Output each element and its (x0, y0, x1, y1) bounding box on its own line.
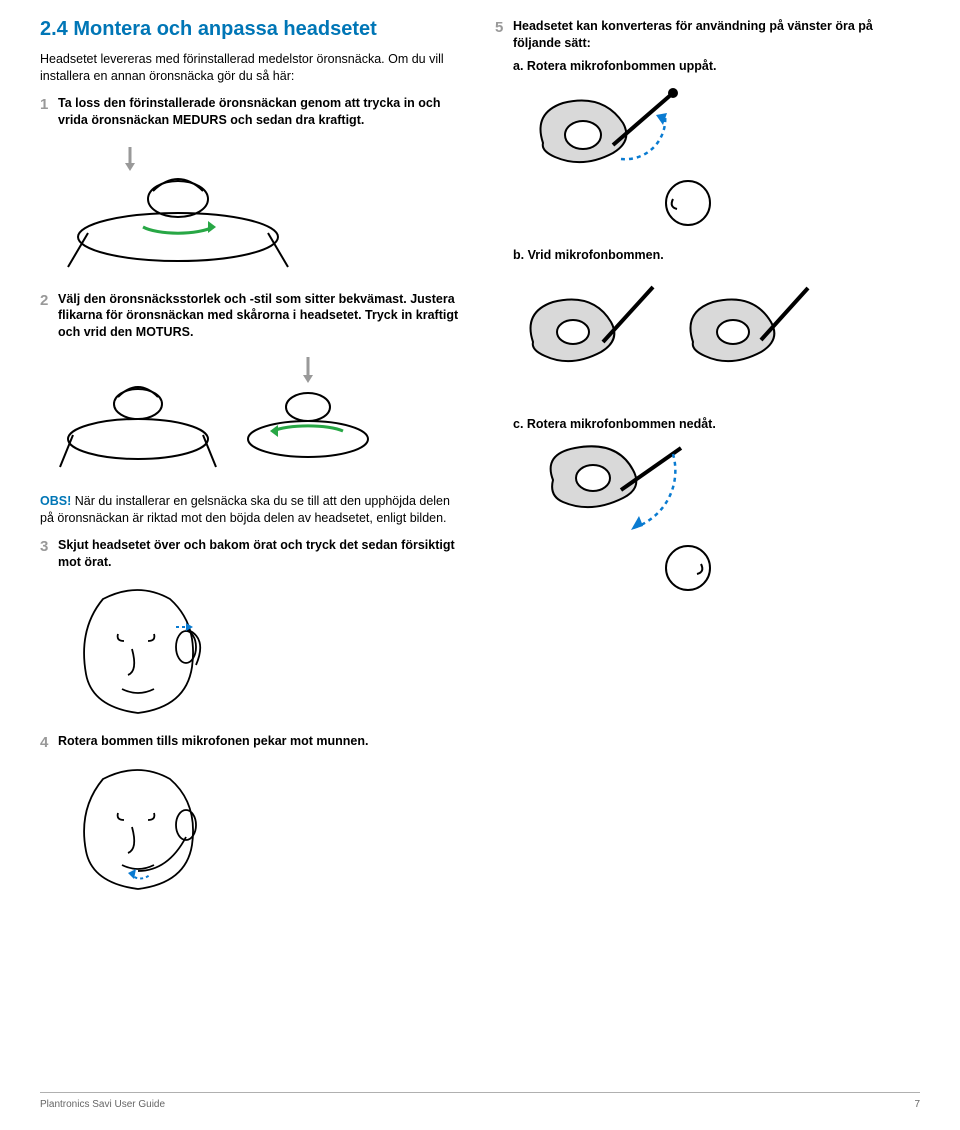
illustration-rotate-down (513, 440, 920, 600)
step-2: 2 Välj den öronsnäcksstorlek och -stil s… (40, 291, 465, 342)
note-label: OBS! (40, 494, 71, 508)
step-3: 3 Skjut headsetet över och bakom örat oc… (40, 537, 465, 571)
step-number: 1 (40, 95, 58, 129)
left-column: 2.4 Montera och anpassa headsetet Headse… (40, 18, 465, 905)
step-number: 3 (40, 537, 58, 571)
step-number: 5 (495, 18, 513, 52)
substep-a: a. Rotera mikrofonbommen uppåt. (513, 58, 920, 75)
section-intro: Headsetet levereras med förinstallerad m… (40, 51, 465, 85)
section-title: 2.4 Montera och anpassa headsetet (40, 18, 465, 41)
step-text: Rotera bommen tills mikrofonen pekar mot… (58, 733, 465, 753)
illustration-twist-boom (513, 272, 920, 402)
step-5: 5 Headsetet kan konverteras för användni… (495, 18, 920, 52)
illustration-attach-eartip (58, 349, 465, 479)
note-text: När du installerar en gelsnäcka ska du s… (40, 494, 450, 525)
footer-page-number: 7 (914, 1099, 920, 1110)
substep-b: b. Vrid mikrofonbommen. (513, 247, 920, 264)
right-column: 5 Headsetet kan konverteras för användni… (495, 18, 920, 905)
page-footer: Plantronics Savi User Guide 7 (40, 1092, 920, 1110)
step-number: 4 (40, 733, 58, 753)
footer-left: Plantronics Savi User Guide (40, 1099, 165, 1110)
step-text: Skjut headsetet över och bakom örat och … (58, 537, 465, 571)
step-4: 4 Rotera bommen tills mikrofonen pekar m… (40, 733, 465, 753)
substep-c: c. Rotera mikrofonbommen nedåt. (513, 416, 920, 433)
note-obs: OBS! När du installerar en gelsnäcka ska… (40, 493, 465, 527)
step-text: Headsetet kan konverteras för användning… (513, 18, 920, 52)
illustration-remove-eartip (58, 137, 465, 277)
step-text: Välj den öronsnäcksstorlek och -stil som… (58, 291, 465, 342)
illustration-rotate-boom-mouth (58, 761, 465, 891)
step-1: 1 Ta loss den förinstallerade öronsnäcka… (40, 95, 465, 129)
step-number: 2 (40, 291, 58, 342)
illustration-fit-behind-ear (58, 579, 465, 719)
step-text: Ta loss den förinstallerade öronsnäckan … (58, 95, 465, 129)
illustration-rotate-up (513, 83, 920, 233)
